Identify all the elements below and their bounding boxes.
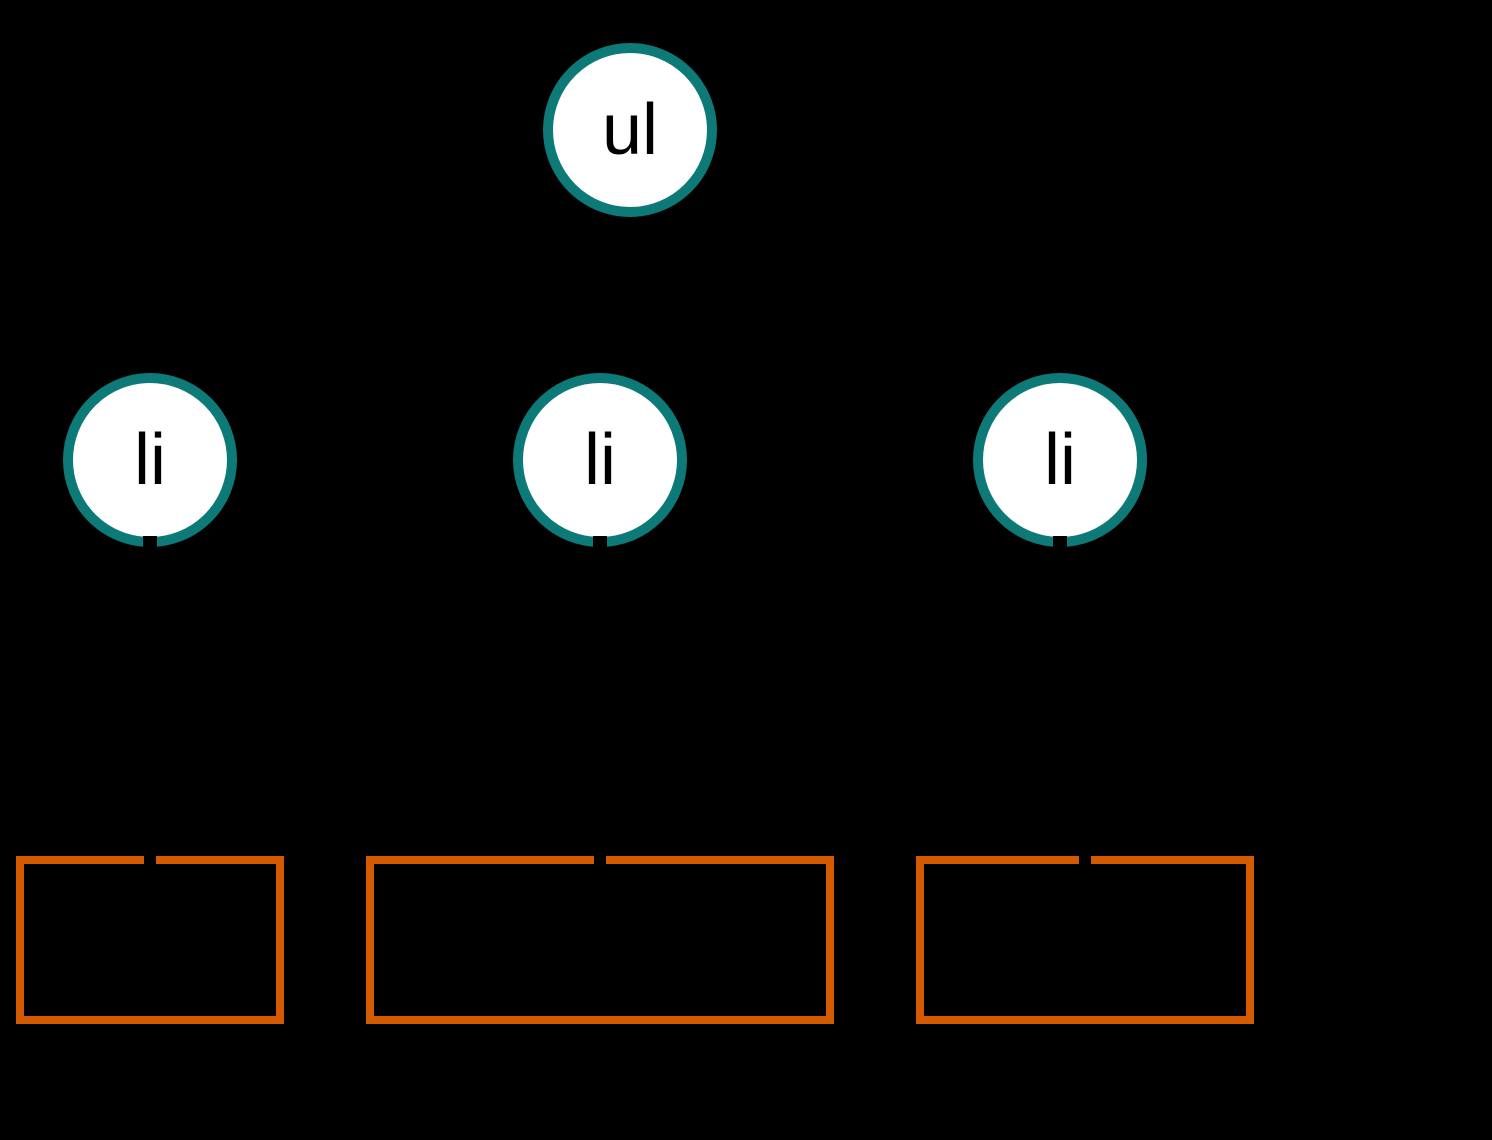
leaf-box [370,860,830,1020]
nodes-layer: ul li li li [68,48,1142,550]
child-node: li [68,378,232,550]
node-label: li [1044,420,1076,500]
node-bottom-notch [593,536,607,550]
node-bottom-notch [1053,536,1067,550]
edge [1060,547,1085,860]
edge [600,217,630,373]
dom-tree-diagram: ul li li li [0,0,1492,1140]
node-label: ul [602,90,658,170]
leaf-box [920,860,1250,1020]
leaves-layer [20,860,1250,1020]
root-node: ul [548,48,712,212]
edge [150,217,630,373]
child-node: li [518,378,682,550]
node-bottom-notch [143,536,157,550]
edge [630,217,1060,373]
child-node: li [978,378,1142,550]
node-label: li [134,420,166,500]
leaf-box [20,860,280,1020]
node-label: li [584,420,616,500]
